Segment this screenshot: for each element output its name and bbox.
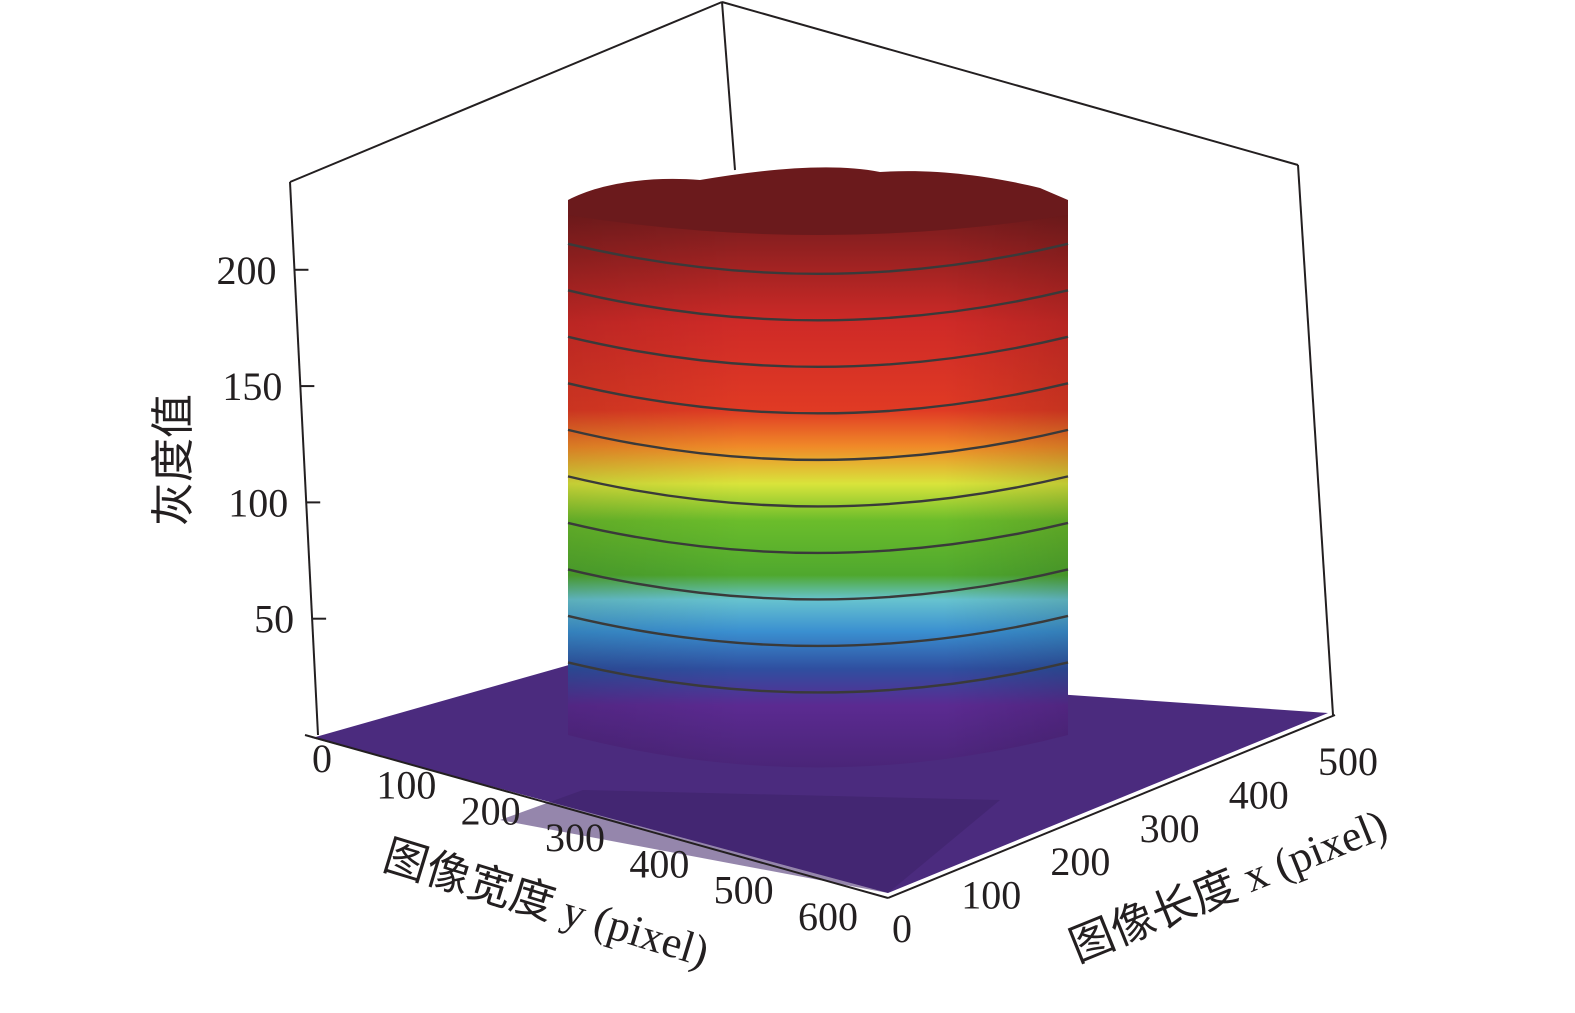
contour-line <box>567 614 1069 648</box>
floor-shadow-band <box>500 790 1000 893</box>
y-axis-line <box>304 734 889 899</box>
y-tick-label: 400 <box>629 841 689 886</box>
frame-top-right <box>721 1 1299 166</box>
z-axis-ticks: 50 100 150 200 <box>216 248 327 642</box>
z-axis-line <box>289 181 319 736</box>
y-tick-label: 600 <box>798 894 858 939</box>
contour-line <box>567 428 1069 462</box>
x-axis-line <box>887 714 1336 899</box>
y-tick-label: 0 <box>312 736 332 781</box>
contour-line <box>567 661 1069 694</box>
y-axis-ticks: 0 100 200 300 400 500 600 <box>312 736 858 939</box>
box-frame <box>289 1 1334 716</box>
z-tick-label: 150 <box>222 364 282 409</box>
y-tick-label: 500 <box>714 868 774 913</box>
x-tick-label: 300 <box>1140 806 1200 851</box>
contour-line <box>567 335 1069 368</box>
x-tick-label: 200 <box>1050 839 1110 884</box>
y-tick-label: 200 <box>461 789 521 834</box>
contour-line <box>567 289 1069 322</box>
cylinder-side-shading <box>568 200 1068 768</box>
z-tick-label: 50 <box>254 597 294 642</box>
floor-surface <box>312 661 1328 893</box>
contour-line <box>567 521 1069 555</box>
y-tick-label: 100 <box>376 762 436 807</box>
y-tick-label: 300 <box>545 815 605 860</box>
contour-line <box>567 475 1069 508</box>
x-tick-label: 100 <box>961 873 1021 918</box>
x-tick-label: 0 <box>892 906 912 951</box>
z-tick-label: 200 <box>216 248 276 293</box>
x-axis-title: 图像长度 x (pixel) <box>1063 800 1394 972</box>
cylinder-top-rim <box>568 167 1068 235</box>
z-tick-label: 100 <box>228 480 288 525</box>
x-axis-ticks: 0 100 200 300 400 500 <box>892 739 1378 951</box>
x-tick-label: 500 <box>1318 739 1378 784</box>
x-tick-label: 400 <box>1229 772 1289 817</box>
contour-line <box>567 568 1069 601</box>
contour-lines <box>567 242 1069 694</box>
contour-line <box>567 242 1069 275</box>
z-axis-title: 灰度值 <box>149 394 198 526</box>
frame-right-vertical <box>1297 164 1334 716</box>
frame-back-vertical <box>721 1 736 171</box>
frame-top-left <box>289 1 723 183</box>
cylinder-surface <box>567 167 1069 768</box>
contour-line <box>567 382 1069 415</box>
